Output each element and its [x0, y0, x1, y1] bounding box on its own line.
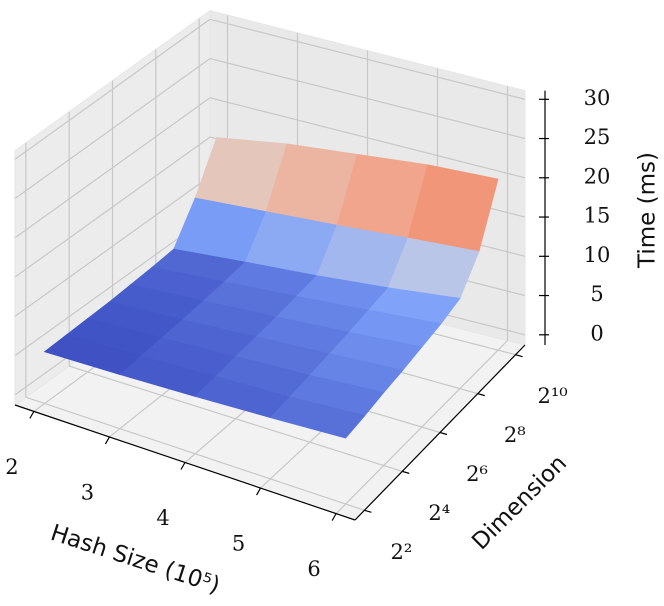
x-tick-label: 3: [81, 480, 94, 504]
y-tick-label: 2⁶: [466, 462, 488, 486]
grid-line: [14, 136, 211, 278]
grid-line: [14, 175, 211, 317]
y-tick-label: 2¹⁰: [537, 384, 567, 408]
x-tick: [29, 411, 35, 419]
x-tick: [256, 487, 262, 496]
grid-line: [14, 215, 211, 357]
axes: 2 3 4 5 6 2² 2⁴ 2⁶ 2⁸ 2¹⁰ 0 5 10 15 20 25 30: [5, 86, 610, 581]
y-tick: [402, 470, 410, 474]
z-tick-label: 20: [584, 164, 611, 188]
z-tick-label: 15: [584, 204, 611, 228]
x-tick-label: 6: [307, 557, 320, 581]
z-tick-label: 30: [584, 86, 611, 110]
y-tick-label: 2²: [391, 540, 413, 564]
z-tick-label: 5: [590, 282, 603, 306]
x-axis-line: [14, 404, 356, 521]
z-tick-label: 0: [590, 321, 603, 345]
x-tick-label: 2: [5, 455, 18, 479]
y-tick: [477, 393, 485, 397]
grid-line: [68, 365, 403, 472]
x-tick-label: 4: [156, 506, 169, 530]
x-tick: [180, 462, 186, 470]
grid-line: [209, 97, 526, 179]
z-axis-label: Time (ms): [635, 152, 661, 269]
x-tick: [331, 513, 337, 521]
z-tick-label: 10: [584, 243, 611, 267]
y-tick: [364, 509, 372, 513]
grid-line: [14, 58, 211, 200]
y-tick: [515, 354, 523, 358]
x-axis-label: Hash Size (10⁵): [47, 520, 223, 599]
x-tick-label: 5: [232, 532, 245, 556]
surface-patch: [269, 396, 366, 439]
surface: [43, 137, 499, 439]
grid-line: [25, 396, 365, 511]
z-tick-label: 25: [584, 125, 611, 149]
x-tick: [104, 436, 110, 445]
grid-line: [14, 97, 211, 239]
y-tick: [439, 431, 448, 436]
grid-line: [14, 18, 211, 160]
grid-line: [209, 18, 526, 100]
y-axis-line: [354, 344, 526, 521]
y-tick-label: 2⁸: [504, 423, 526, 447]
y-tick-label: 2⁴: [428, 501, 450, 525]
grid-line: [209, 57, 526, 140]
